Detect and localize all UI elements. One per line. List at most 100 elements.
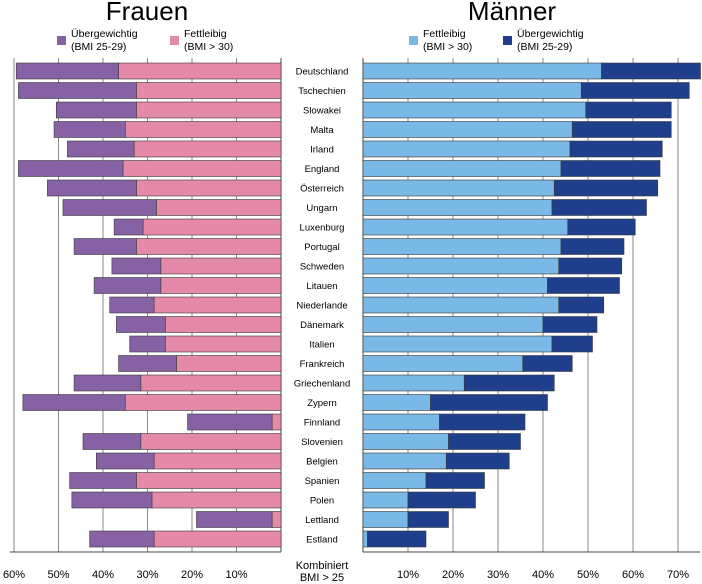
tick-label-women-40: 40% xyxy=(92,569,114,581)
bar-men-obese-litauen xyxy=(362,277,548,294)
country-label-frankreich: Frankreich xyxy=(300,359,345,370)
bar-women-obese-england xyxy=(122,160,282,177)
bar-women-obese-spanien xyxy=(136,472,282,489)
country-label-estland: Estland xyxy=(306,535,338,546)
bar-women-obese-luxenburg xyxy=(142,218,282,236)
bar-men-overweight-oesterreich xyxy=(553,179,659,197)
country-labels: Deutschland Tschechien Slowakei Malta Irland… xyxy=(294,67,351,546)
country-label-schweden: Schweden xyxy=(300,262,344,273)
bar-men-obese-slovenien xyxy=(362,433,449,450)
bar-men-overweight-ungarn xyxy=(551,199,647,216)
legend-swatch-women-overweight xyxy=(57,36,66,45)
country-label-oesterreich: Österreich xyxy=(300,184,344,195)
bar-men-obese-england xyxy=(362,160,562,177)
bar-women-overweight-slowakei xyxy=(55,101,137,119)
bar-women-obese-ungarn xyxy=(156,199,282,216)
country-label-england: England xyxy=(305,164,340,175)
bar-men-obese-deutschland xyxy=(362,62,602,80)
bar-women-obese-frankreich xyxy=(176,355,282,372)
tick-label-women-20: 20% xyxy=(181,569,203,581)
country-label-malta: Malta xyxy=(310,125,334,136)
bar-women-overweight-luxenburg xyxy=(113,218,144,236)
legend-swatch-men-obese xyxy=(409,36,418,45)
bar-men-obese-belgien xyxy=(362,452,447,470)
country-label-italien: Italien xyxy=(309,340,334,351)
bar-women-overweight-oesterreich xyxy=(47,179,137,197)
bar-men-overweight-malta xyxy=(571,121,672,138)
bar-women-obese-schweden xyxy=(160,257,282,275)
bar-women-overweight-lettland xyxy=(196,511,273,528)
bar-men-overweight-england xyxy=(560,160,661,177)
bar-women-obese-niederlande xyxy=(153,296,282,314)
bar-men-overweight-slowakei xyxy=(585,101,672,119)
bar-women-obese-deutschland xyxy=(118,62,282,80)
bar-women-obese-irland xyxy=(133,140,282,158)
tick-label-men-10: 10% xyxy=(397,569,419,581)
bar-men-obese-estland xyxy=(362,530,368,548)
bar-women-obese-zypern xyxy=(124,394,282,411)
country-label-litauen: Litauen xyxy=(306,281,337,292)
bar-men-obese-schweden xyxy=(362,257,560,275)
bar-women-overweight-deutschland xyxy=(15,62,119,80)
bar-women-overweight-frankreich xyxy=(118,355,177,372)
tick-label-women-60: 60% xyxy=(3,569,25,581)
tick-label-men-70: 70% xyxy=(667,569,689,581)
bar-women-obese-portugal xyxy=(136,238,282,255)
bar-women-overweight-finnland xyxy=(187,413,273,431)
bars-group xyxy=(15,62,701,548)
bar-women-obese-belgien xyxy=(153,452,282,470)
bar-men-overweight-irland xyxy=(569,140,663,158)
legend-swatch-men-overweight xyxy=(503,36,512,45)
tick-label-men-50: 50% xyxy=(577,569,599,581)
bar-women-overweight-griechenland xyxy=(73,374,142,392)
legend-swatch-women-obese xyxy=(170,36,179,45)
tick-label-women-10: 10% xyxy=(225,569,247,581)
country-label-polen: Polen xyxy=(310,496,334,507)
center-axis-label: Kombiniert BMI > 25 xyxy=(296,560,349,584)
women-panel-title: Frauen xyxy=(106,0,188,26)
men-legend: Fettleibig (BMI > 30) Übergewichtig (BMI 2… xyxy=(409,28,584,53)
bar-women-overweight-litauen xyxy=(93,277,162,294)
legend-label-women-overweight: Übergewichtig (BMI 25-29) xyxy=(71,28,138,53)
bar-women-obese-griechenland xyxy=(140,374,282,392)
bar-men-overweight-zypern xyxy=(430,394,548,411)
bar-women-overweight-malta xyxy=(53,121,126,138)
bar-men-overweight-deutschland xyxy=(601,62,701,80)
bar-women-overweight-tschechien xyxy=(18,82,137,99)
bar-women-overweight-schweden xyxy=(111,257,162,275)
bar-women-overweight-portugal xyxy=(73,238,137,255)
bar-women-obese-slowakei xyxy=(136,101,282,119)
bar-men-overweight-polen xyxy=(407,491,476,509)
bar-women-obese-finnland xyxy=(271,413,282,431)
bar-men-obese-italien xyxy=(362,335,553,353)
country-label-tschechien: Tschechien xyxy=(298,86,346,97)
bar-men-obese-polen xyxy=(362,491,409,509)
country-label-luxenburg: Luxenburg xyxy=(300,223,345,234)
women-legend: Übergewichtig (BMI 25-29) Fettleibig (BMI … xyxy=(57,28,233,53)
bar-men-overweight-estland xyxy=(367,530,427,548)
bar-women-obese-lettland xyxy=(271,511,282,528)
country-label-ungarn: Ungarn xyxy=(306,203,337,214)
bar-men-overweight-frankreich xyxy=(522,355,573,372)
bar-men-obese-zypern xyxy=(362,394,431,411)
bar-men-obese-slowakei xyxy=(362,101,587,119)
bar-men-overweight-schweden xyxy=(558,257,623,275)
bar-women-obese-oesterreich xyxy=(136,179,282,197)
bar-men-overweight-spanien xyxy=(425,472,485,489)
bar-men-overweight-italien xyxy=(551,335,593,353)
tick-label-men-40: 40% xyxy=(532,569,554,581)
country-label-slowakei: Slowakei xyxy=(303,106,341,117)
bar-men-overweight-belgien xyxy=(445,452,510,470)
bar-men-overweight-slovenien xyxy=(448,433,521,450)
bar-women-obese-polen xyxy=(151,491,282,509)
bar-women-overweight-england xyxy=(18,160,124,177)
legend-label-men-obese: Fettleibig (BMI > 30) xyxy=(423,28,472,53)
bar-women-overweight-daenemark xyxy=(116,316,166,333)
legend-label-women-obese: Fettleibig (BMI > 30) xyxy=(184,28,233,53)
bar-women-overweight-slovenien xyxy=(82,433,142,450)
bar-women-obese-daenemark xyxy=(165,316,282,333)
bar-women-obese-estland xyxy=(153,530,282,548)
bar-men-overweight-luxenburg xyxy=(567,218,636,236)
bar-men-overweight-griechenland xyxy=(463,374,555,392)
